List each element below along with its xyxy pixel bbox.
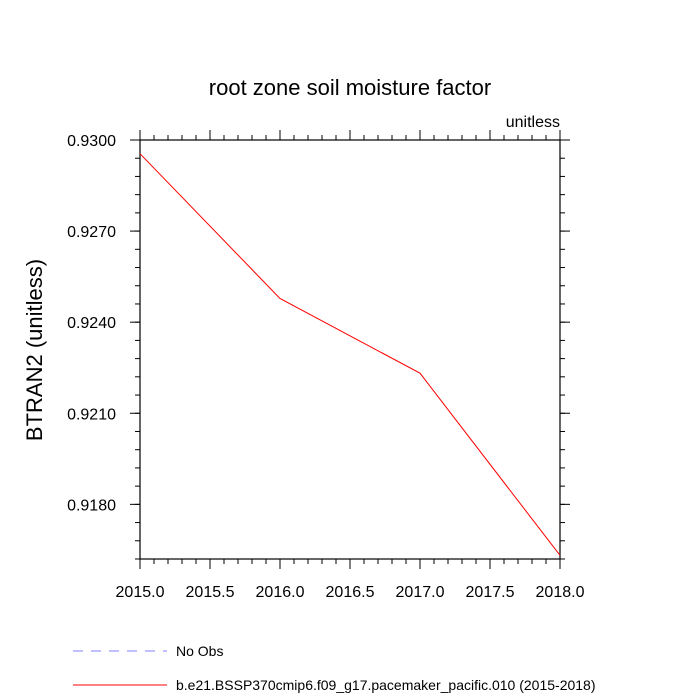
tick-labels: 2015.0 2015.5 2016.0 2016.5 2017.0 2017.5 2018… (67, 133, 585, 601)
y-axis-label: BTRAN2 (unitless) (22, 259, 47, 441)
y-tick-label: 0.9240 (67, 315, 116, 332)
plot-border (139, 139, 561, 560)
y-tick-label: 0.9270 (67, 224, 116, 241)
chart-title: root zone soil moisture factor (209, 75, 491, 100)
x-tick-label: 2016.0 (256, 584, 305, 601)
legend-label-0: b.e21.BSSP370cmip6.f09_g17.pacemaker_pac… (176, 677, 596, 693)
legend: No Obs b.e21.BSSP370cmip6.f09_g17.pacemak… (73, 643, 596, 693)
axis-ticks (130, 130, 570, 569)
x-tick-label: 2015.5 (186, 584, 235, 601)
y-tick-label: 0.9210 (67, 406, 116, 423)
y-tick-label: 0.9300 (67, 133, 116, 150)
series-layer (139, 153, 561, 556)
series-line-0 (139, 153, 561, 556)
x-tick-label: 2015.0 (116, 584, 165, 601)
y-tick-label: 0.9180 (67, 497, 116, 514)
x-tick-label: 2017.5 (466, 584, 515, 601)
legend-label-1: No Obs (176, 643, 223, 659)
plot-frame (139, 139, 561, 560)
x-tick-label: 2017.0 (396, 584, 445, 601)
x-tick-label: 2016.5 (326, 584, 375, 601)
units-label: unitless (506, 114, 560, 131)
x-tick-label: 2018.0 (536, 584, 585, 601)
